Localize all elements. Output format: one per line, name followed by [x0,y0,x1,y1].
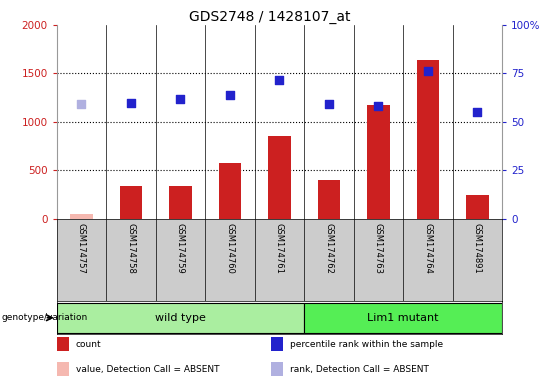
Text: genotype/variation: genotype/variation [1,313,87,322]
Text: value, Detection Call = ABSENT: value, Detection Call = ABSENT [76,364,219,374]
Point [127,99,136,106]
Bar [57,362,69,376]
Text: percentile rank within the sample: percentile rank within the sample [289,339,443,349]
Text: count: count [76,339,102,349]
Text: GSM174760: GSM174760 [226,223,234,274]
Text: rank, Detection Call = ABSENT: rank, Detection Call = ABSENT [289,364,429,374]
Point [176,96,185,102]
Text: GSM174758: GSM174758 [126,223,136,274]
Bar [271,337,283,351]
Point [77,101,86,108]
Bar [70,214,92,219]
Point [226,92,234,98]
Bar [367,106,389,219]
Text: GSM174891: GSM174891 [473,223,482,274]
Text: GSM174762: GSM174762 [325,223,334,274]
Bar [219,163,241,219]
Point [275,77,284,83]
Text: Lim1 mutant: Lim1 mutant [367,313,439,323]
Point [424,68,433,74]
Bar [318,180,340,219]
Text: GSM174761: GSM174761 [275,223,284,274]
Text: GSM174763: GSM174763 [374,223,383,274]
Text: GSM174759: GSM174759 [176,223,185,274]
Bar [271,362,283,376]
Bar [417,60,439,219]
Text: GSM174764: GSM174764 [423,223,433,274]
Point [473,109,482,115]
Bar [120,186,142,219]
Bar [170,186,192,219]
Text: wild type: wild type [155,313,206,323]
Bar [268,136,291,219]
Text: GDS2748 / 1428107_at: GDS2748 / 1428107_at [189,10,351,23]
Bar [57,303,304,333]
Bar [304,303,502,333]
Text: GSM174757: GSM174757 [77,223,86,274]
Bar [57,337,69,351]
Bar [467,195,489,219]
Point [325,101,333,108]
Point [374,103,383,109]
